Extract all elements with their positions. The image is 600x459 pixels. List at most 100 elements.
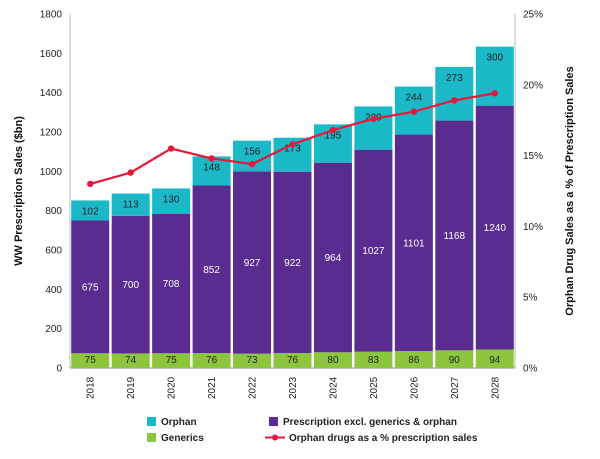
bar-segment — [354, 351, 393, 368]
bar-data-label: 708 — [163, 279, 180, 290]
percent-point — [208, 155, 215, 162]
bar-data-label: 76 — [287, 355, 299, 366]
bar-data-label: 80 — [327, 355, 339, 366]
bar-segment — [152, 214, 191, 354]
bar-segment — [152, 353, 191, 368]
bar-segment — [111, 193, 150, 216]
bar-data-label: 1240 — [484, 223, 507, 234]
y-tick-label: 0 — [56, 364, 62, 375]
percent-point — [289, 141, 296, 148]
y-tick-label: 1000 — [40, 167, 63, 178]
bar-data-label: 130 — [163, 194, 180, 205]
y2-tick-label: 0% — [523, 364, 538, 375]
bar-segment — [313, 352, 352, 368]
percent-point — [127, 169, 134, 176]
bar-data-label: 1168 — [444, 231, 466, 242]
bar-segment — [394, 134, 433, 352]
x-tick-label: 2024 — [328, 376, 339, 399]
x-tick-label: 2018 — [86, 376, 97, 399]
legend-label: Prescription excl. generics & orphan — [283, 417, 457, 428]
x-tick-label: 2020 — [167, 376, 178, 399]
bar-data-label: 102 — [82, 206, 99, 217]
bar-segment — [152, 188, 191, 215]
bar-segment — [273, 353, 312, 368]
x-tick-label: 2019 — [126, 376, 137, 399]
bar-data-label: 94 — [489, 355, 501, 366]
percent-point — [410, 108, 418, 115]
bar-segment — [192, 185, 231, 354]
legend-label: Orphan drugs as a % prescription sales — [289, 433, 478, 444]
legend-swatch — [272, 434, 278, 441]
bar-segment — [354, 106, 393, 150]
bar-segment — [273, 171, 312, 354]
y-tick-label: 800 — [45, 206, 62, 217]
x-tick-label: 2023 — [288, 376, 299, 399]
bar-data-label: 922 — [284, 258, 301, 269]
bar-data-label: 173 — [284, 144, 301, 155]
bar-data-label: 700 — [122, 280, 139, 291]
bar-data-label: 90 — [449, 355, 461, 366]
bar-segment — [354, 149, 393, 352]
bar-data-label: 75 — [85, 355, 97, 366]
bar-data-label: 244 — [406, 93, 423, 104]
bar-data-label: 852 — [203, 265, 220, 276]
bar-data-label: 86 — [408, 355, 420, 366]
legend-swatch — [147, 433, 156, 442]
bar-segment — [71, 200, 110, 221]
bar-data-label: 83 — [368, 355, 380, 366]
y-tick-label: 1400 — [40, 88, 63, 99]
bar-data-label: 74 — [125, 355, 137, 366]
y-tick-label: 1200 — [40, 128, 63, 139]
bar-data-label: 75 — [166, 355, 178, 366]
legend-label: Orphan — [161, 417, 197, 428]
x-tick-label: 2022 — [248, 376, 259, 399]
percent-point — [451, 97, 458, 104]
bar-segment — [71, 353, 110, 368]
legend-swatch — [147, 417, 156, 426]
x-tick-label: 2025 — [369, 376, 380, 399]
bar-segment — [394, 351, 433, 368]
bar-data-label: 73 — [246, 355, 258, 366]
x-tick-label: 2028 — [490, 376, 501, 399]
x-tick-label: 2027 — [450, 376, 461, 399]
x-tick-label: 2021 — [207, 376, 218, 399]
bar-segment — [233, 171, 272, 354]
percent-point — [248, 160, 256, 168]
bar-segment — [192, 353, 231, 368]
y2-axis-title: Orphan Drug Sales as a % of Prescription… — [564, 66, 576, 315]
y2-tick-label: 15% — [523, 151, 543, 162]
bar-segment — [233, 353, 272, 368]
bar-data-label: 195 — [325, 130, 342, 141]
percent-point — [167, 145, 175, 152]
bar-data-label: 964 — [325, 253, 342, 264]
bar-segment — [111, 215, 150, 354]
percent-point — [491, 90, 498, 97]
bar-segment — [111, 353, 150, 368]
y-tick-label: 1800 — [40, 10, 63, 21]
y-tick-label: 1600 — [40, 49, 63, 60]
bar-segment — [475, 105, 514, 350]
bar-data-label: 675 — [82, 282, 99, 293]
y-tick-label: 200 — [45, 324, 62, 335]
bar-segment — [475, 349, 514, 368]
legend-swatch — [269, 417, 278, 426]
legend-label: Generics — [161, 433, 204, 444]
percent-point — [329, 126, 337, 134]
y-tick-label: 600 — [45, 246, 62, 257]
percent-point — [370, 115, 377, 122]
bar-segment — [71, 220, 110, 354]
y2-tick-label: 20% — [523, 80, 543, 91]
bar-segment — [435, 120, 474, 351]
bar-data-label: 76 — [206, 355, 218, 366]
y2-tick-label: 5% — [523, 293, 538, 304]
bar-data-label: 1027 — [362, 246, 385, 257]
y-tick-label: 400 — [45, 285, 62, 296]
y2-tick-label: 10% — [523, 222, 543, 233]
bar-data-label: 273 — [446, 73, 463, 84]
y-axis-title: WW Prescription Sales ($bn) — [13, 116, 25, 266]
bar-segment — [313, 162, 352, 353]
bar-data-label: 156 — [244, 147, 261, 158]
bar-data-label: 1101 — [403, 238, 425, 249]
bar-data-label: 300 — [486, 53, 503, 64]
